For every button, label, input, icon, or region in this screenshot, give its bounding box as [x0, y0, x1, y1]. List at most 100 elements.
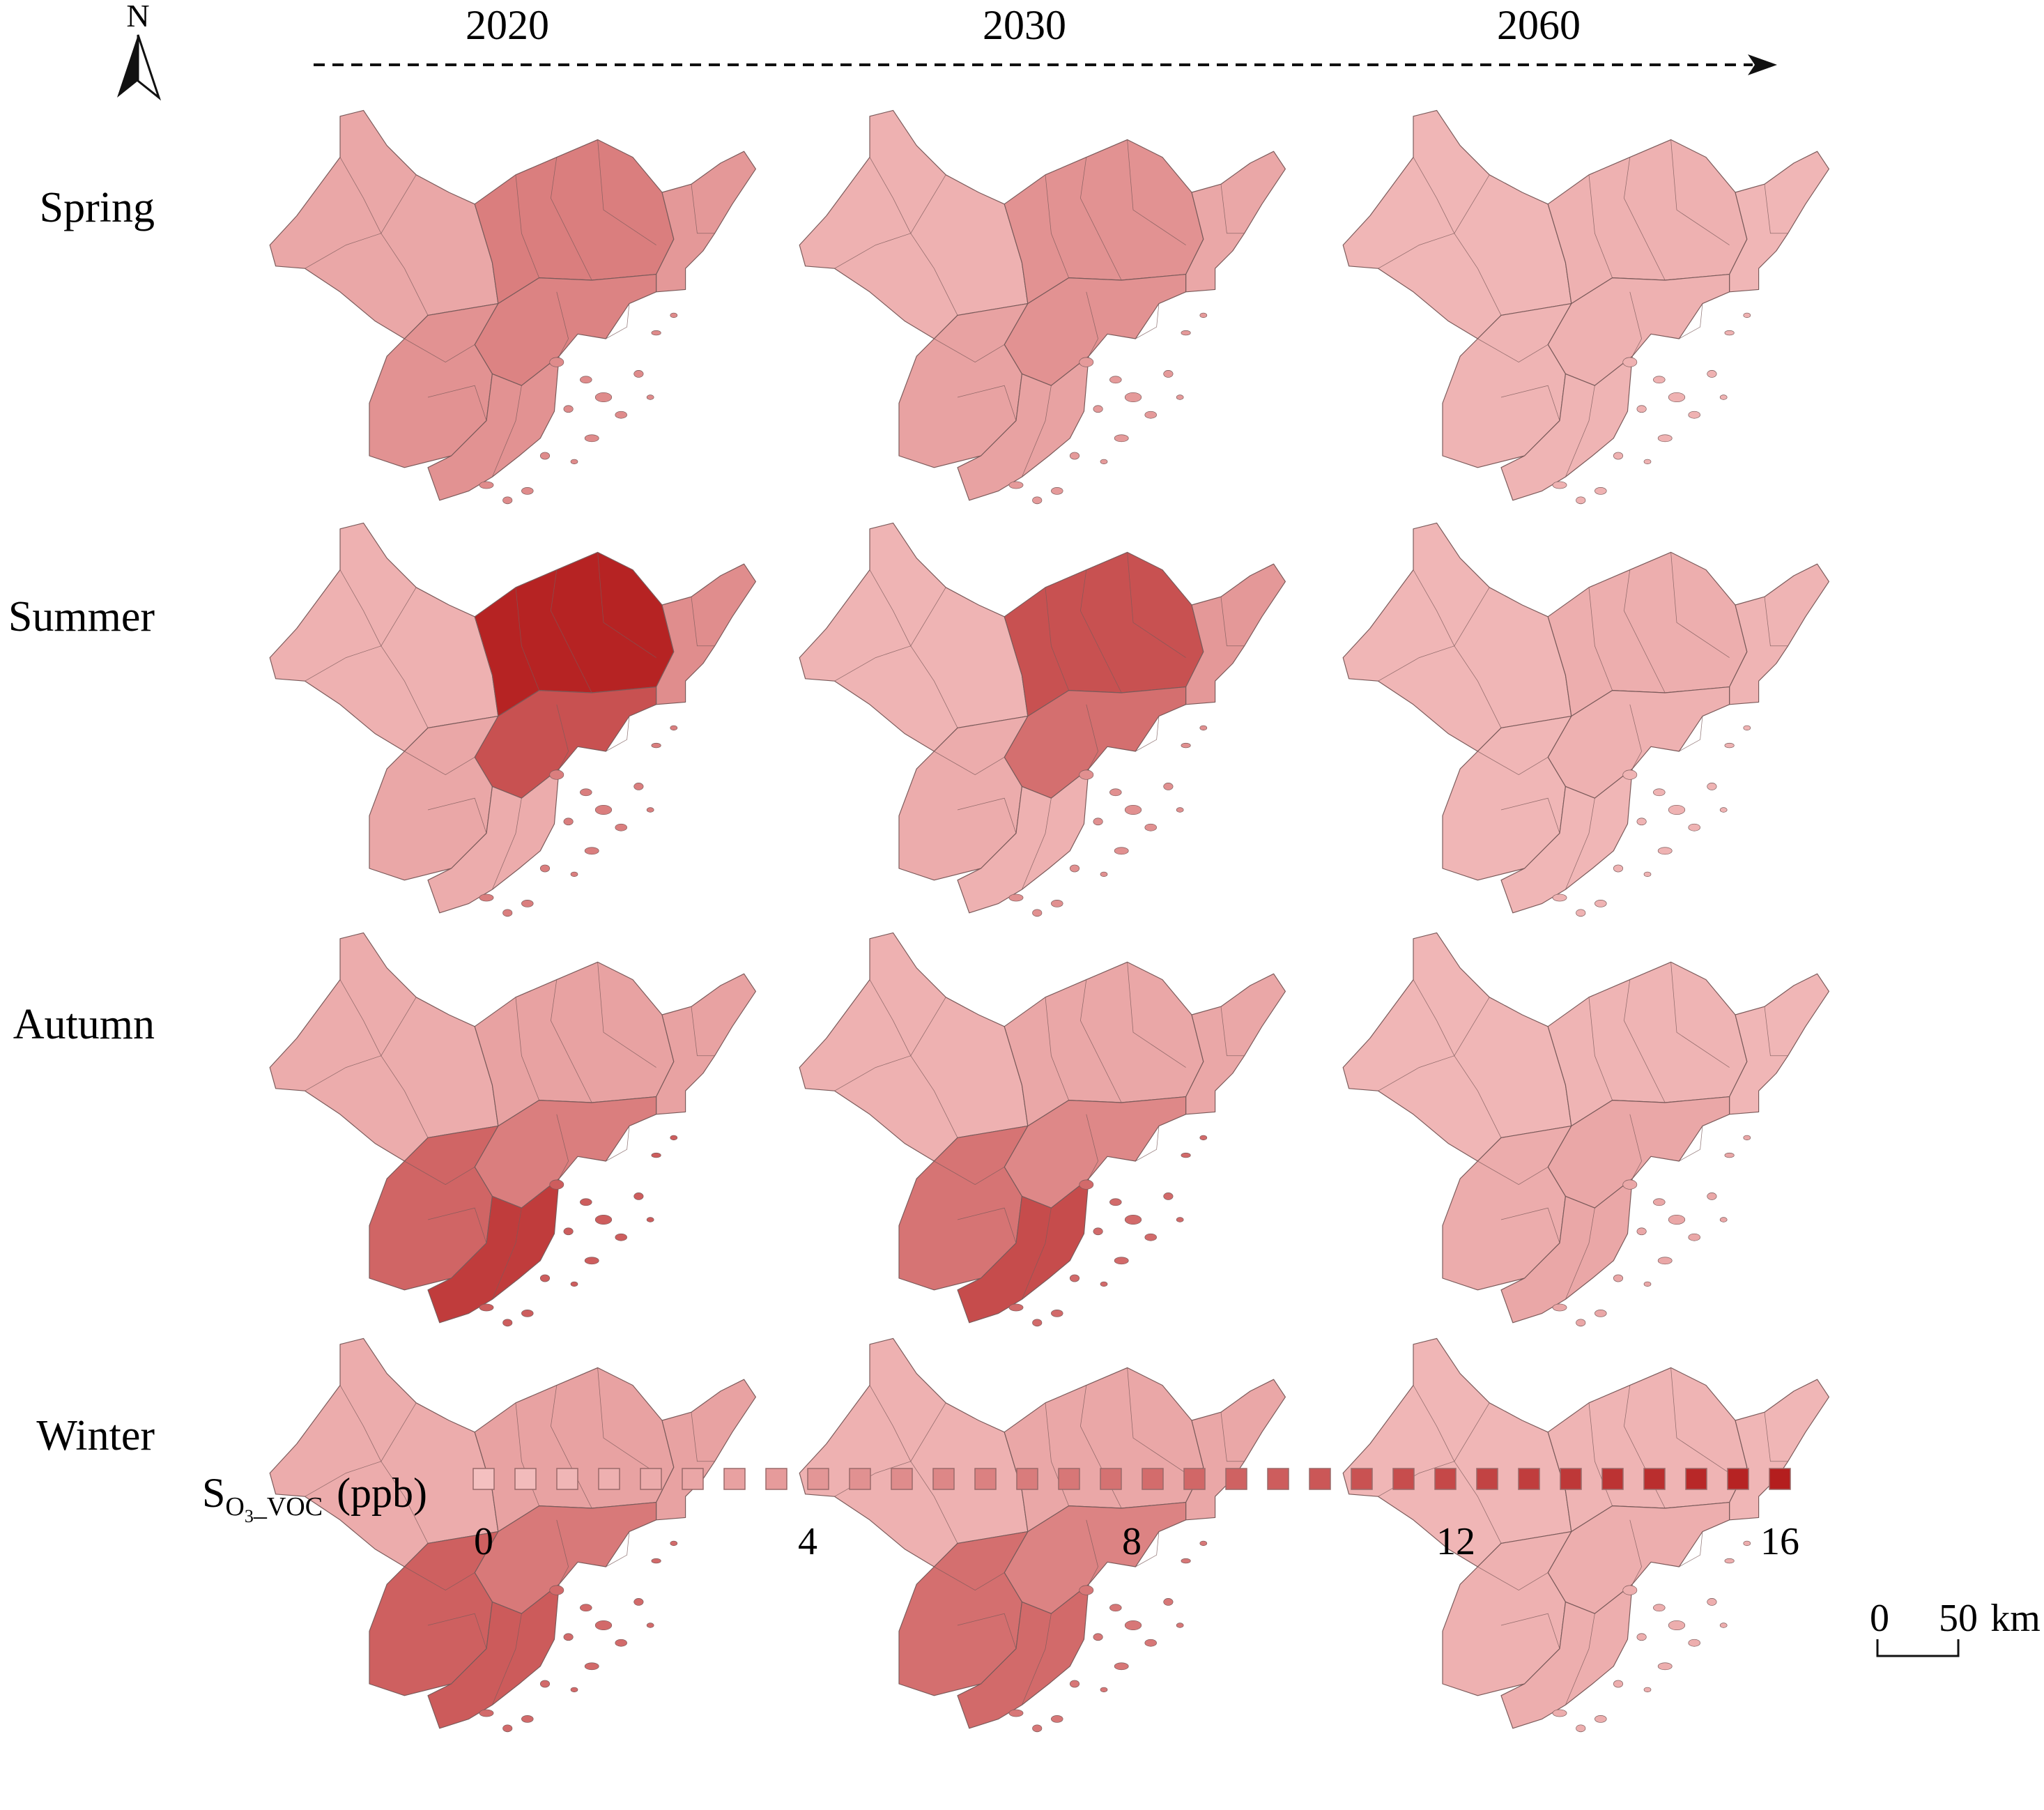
legend-swatch: [682, 1468, 704, 1490]
legend-swatch: [891, 1468, 913, 1490]
scale-bar: 0 50 km: [1870, 1597, 2041, 1657]
legend-swatch: [974, 1468, 997, 1490]
map-panel-winter-2030: [799, 1337, 1286, 1733]
map-region-e: [656, 1379, 756, 1521]
map-islands: [1552, 1540, 1751, 1733]
map-district-borders: [834, 139, 1245, 477]
map-region-e: [1185, 151, 1286, 293]
legend-label-unit: (ppb): [337, 1470, 427, 1516]
legend-swatch: [1769, 1468, 1791, 1490]
legend-swatch: [723, 1468, 746, 1490]
legend-swatch: [1351, 1468, 1373, 1490]
map-panel-winter-2020: [269, 1337, 756, 1733]
map-district-borders: [1378, 139, 1788, 477]
legend-swatch: [1685, 1468, 1707, 1490]
legend-swatch: [1058, 1468, 1080, 1490]
legend-swatch: [556, 1468, 578, 1490]
season-label-winter: Winter: [36, 1412, 155, 1459]
legend-swatch: [1601, 1468, 1624, 1490]
map-panel-spring-2020: [269, 109, 756, 505]
map-region-e: [656, 151, 756, 293]
map-panel-autumn-2020: [269, 932, 756, 1327]
map-islands: [1552, 1135, 1751, 1327]
map-region-nw: [799, 932, 1029, 1162]
map-region-e: [1185, 1379, 1286, 1521]
legend-swatch: [1560, 1468, 1582, 1490]
map-region-e: [1729, 151, 1829, 293]
map-region-e: [1185, 563, 1286, 705]
map-islands: [1552, 725, 1751, 917]
map-region-e: [656, 973, 756, 1115]
legend-label-sub-rest: _VOC: [253, 1492, 323, 1521]
legend-swatch: [1100, 1468, 1122, 1490]
map-district-borders: [834, 552, 1245, 890]
time-arrow: [314, 54, 1777, 75]
legend-ticks: 0 4 8 12 16: [474, 1520, 1799, 1563]
map-islands: [479, 1135, 678, 1327]
legend-tick-label: 0: [474, 1520, 493, 1563]
legend-swatch: [807, 1468, 829, 1490]
legend-swatch: [640, 1468, 662, 1490]
legend-swatch: [1727, 1468, 1749, 1490]
map-panel-summer-2060: [1342, 522, 1829, 917]
legend-swatch: [932, 1468, 955, 1490]
map-district-borders: [305, 552, 715, 890]
time-arrow-head-icon: [1748, 54, 1777, 75]
map-islands: [479, 312, 678, 505]
map-district-borders: [305, 962, 715, 1300]
year-header-2030: 2030: [983, 2, 1066, 48]
legend: SO3_VOC (ppb) 0 4 8 12 16: [202, 1468, 1799, 1563]
legend-swatch: [514, 1468, 537, 1490]
north-arrow-left-icon: [117, 35, 138, 98]
legend-swatch: [765, 1468, 787, 1490]
legend-swatch: [1434, 1468, 1457, 1490]
scale-bar-zero: 0: [1870, 1597, 1889, 1640]
legend-swatch: [1142, 1468, 1164, 1490]
legend-swatch: [849, 1468, 871, 1490]
map-region-nw: [799, 1337, 1029, 1567]
map-district-borders: [834, 1367, 1245, 1705]
legend-label-sub-num: 3: [245, 1506, 254, 1526]
map-district-borders: [1378, 552, 1788, 890]
map-islands: [1008, 312, 1208, 505]
map-islands: [479, 725, 678, 917]
scale-bar-unit: km: [1990, 1597, 2041, 1640]
map-region-nw: [269, 109, 499, 339]
map-region-nw: [1342, 522, 1572, 752]
north-arrow: N: [117, 0, 162, 101]
map-region-nw: [269, 522, 499, 752]
map-islands: [1008, 1135, 1208, 1327]
legend-swatch: [598, 1468, 620, 1490]
legend-swatch: [1309, 1468, 1331, 1490]
season-label-autumn: Autumn: [13, 1001, 155, 1048]
map-islands: [479, 1540, 678, 1733]
map-islands: [1008, 1540, 1208, 1733]
map-region-nw: [269, 932, 499, 1162]
map-panel-summer-2030: [799, 522, 1286, 917]
map-region-e: [1729, 1379, 1829, 1521]
map-district-borders: [834, 962, 1245, 1300]
season-labels: Spring Summer Autumn Winter: [8, 184, 155, 1459]
season-label-spring: Spring: [40, 184, 155, 231]
legend-swatch: [472, 1468, 495, 1490]
legend-swatch: [1643, 1468, 1666, 1490]
north-label: N: [126, 0, 149, 33]
legend-tick-label: 4: [798, 1520, 817, 1563]
legend-swatches: [472, 1468, 1791, 1490]
map-district-borders: [1378, 962, 1788, 1300]
map-region-s: [1500, 355, 1633, 501]
legend-tick-label: 16: [1760, 1520, 1799, 1563]
legend-swatch: [1225, 1468, 1247, 1490]
map-region-e: [1729, 973, 1829, 1115]
map-panel-summer-2020: [269, 522, 756, 917]
legend-label-sub: O: [225, 1492, 244, 1521]
legend-swatch: [1518, 1468, 1540, 1490]
map-panel-winter-2060: [1342, 1337, 1829, 1733]
legend-swatch: [1267, 1468, 1289, 1490]
map-region-nw: [799, 109, 1029, 339]
map-region-e: [1729, 563, 1829, 705]
map-panel-spring-2030: [799, 109, 1286, 505]
legend-swatch: [1392, 1468, 1415, 1490]
map-region-e: [656, 563, 756, 705]
